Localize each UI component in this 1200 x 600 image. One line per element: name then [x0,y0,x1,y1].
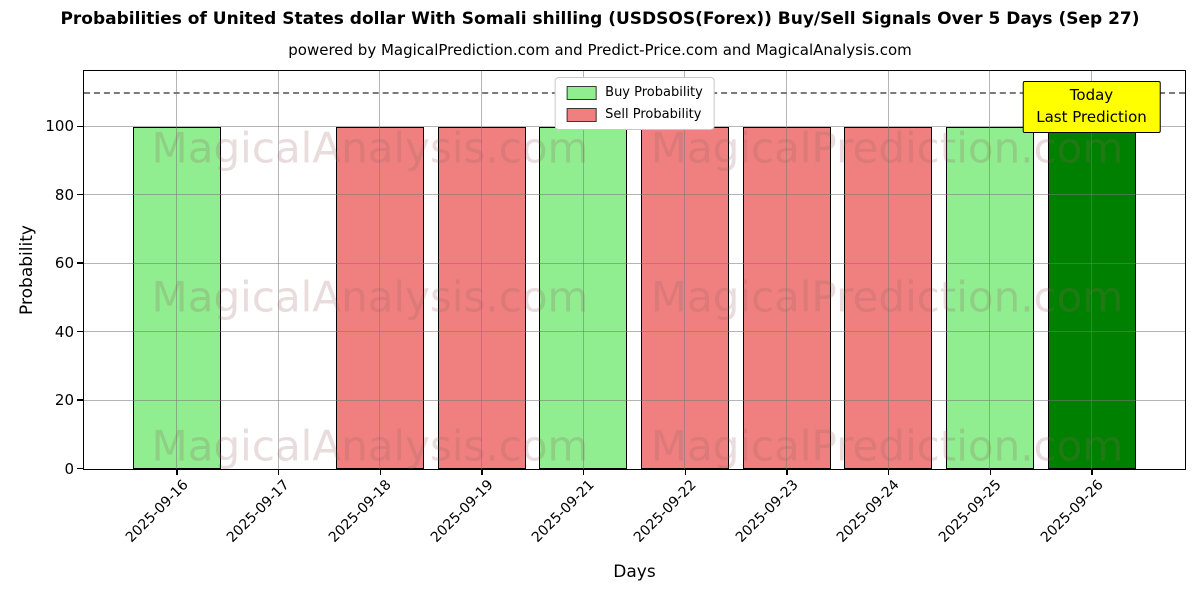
x-tick-label: 2025-09-23 [732,476,802,546]
v-gridline [379,71,381,469]
x-tick [989,468,992,475]
x-tick [1091,468,1093,475]
chart-title: Probabilities of United States dollar Wi… [60,9,1140,29]
legend-label-sell: Sell Probability [605,107,702,122]
y-tick [77,194,83,196]
y-tick-label: 100 [45,117,74,136]
v-gridline [1091,71,1092,469]
v-gridline [786,71,787,469]
x-tick [176,468,178,475]
h-gridline [84,194,1185,196]
v-gridline [277,71,279,469]
y-tick [77,330,83,333]
x-tick [379,468,382,475]
y-tick [77,125,83,127]
x-tick-label: 2025-09-16 [122,476,192,546]
x-tick [684,468,687,475]
v-gridline [684,71,686,469]
h-gridline [84,331,1185,333]
x-tick [582,468,585,475]
y-tick-label: 60 [54,254,74,273]
sell-swatch-icon [566,107,597,122]
v-gridline [989,71,991,469]
x-tick-label: 2025-09-24 [834,476,903,546]
x-tick-label: 2025-09-21 [529,476,598,546]
x-tick-label: 2025-09-26 [1037,476,1107,546]
y-tick-label: 80 [54,185,74,204]
x-tick-label: 2025-09-18 [325,476,395,546]
v-gridline [176,71,177,469]
legend: Buy Probability Sell Probability [554,77,715,130]
v-gridline [582,71,584,469]
legend-item-sell: Sell Probability [566,107,703,122]
today-annotation: Today Last Prediction [1022,81,1161,133]
chart-subtitle: powered by MagicalPrediction.com and Pre… [288,41,912,59]
y-tick [77,467,83,470]
legend-label-buy: Buy Probability [605,85,703,100]
y-tick-label: 0 [64,459,74,478]
buy-swatch-icon [566,85,597,100]
legend-item-buy: Buy Probability [566,85,703,100]
x-tick [277,468,280,475]
y-tick-label: 20 [54,391,74,410]
v-gridline [887,71,889,469]
y-tick [77,399,83,401]
x-tick [786,468,788,475]
x-tick-label: 2025-09-17 [224,476,293,546]
h-gridline [84,262,1185,264]
x-tick-label: 2025-09-22 [630,476,700,546]
x-tick [481,468,483,475]
plot-area: Buy Probability Sell Probability Today L… [83,70,1186,471]
x-tick-label: 2025-09-19 [427,476,497,546]
x-axis-label: Days [613,562,656,582]
annotation-line-last-prediction: Last Prediction [1036,107,1147,126]
h-gridline [84,399,1185,401]
annotation-line-today: Today [1069,86,1114,104]
x-tick [887,468,890,475]
y-tick-label: 40 [54,322,74,341]
y-tick [77,262,83,264]
x-tick-label: 2025-09-25 [935,476,1005,546]
v-gridline [481,71,482,469]
